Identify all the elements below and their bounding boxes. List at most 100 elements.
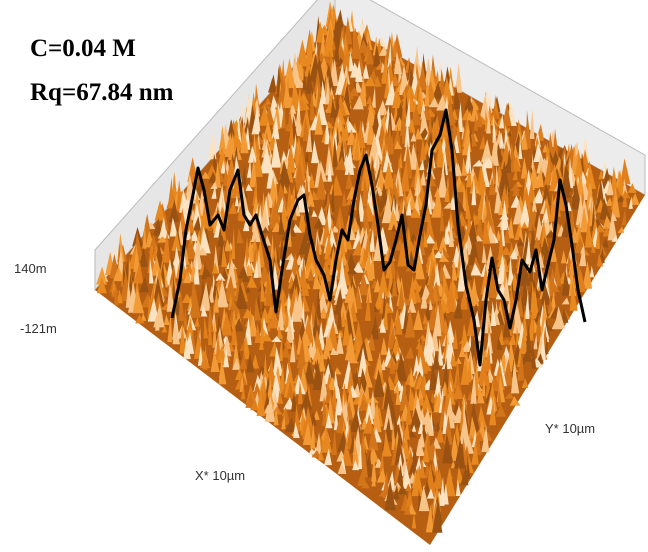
spike <box>269 197 281 229</box>
spike <box>357 346 369 377</box>
spike <box>552 257 562 287</box>
spike <box>550 245 558 262</box>
spike <box>373 75 382 87</box>
spike <box>232 340 241 368</box>
spike <box>271 406 283 415</box>
spike <box>461 156 468 176</box>
spike <box>426 488 435 499</box>
spike <box>342 440 353 466</box>
spike <box>508 333 516 345</box>
spike <box>596 253 604 267</box>
spike <box>230 324 238 346</box>
spike <box>502 315 511 338</box>
spike <box>436 167 448 198</box>
spike <box>315 287 322 320</box>
spike <box>353 130 360 161</box>
spike <box>355 60 363 82</box>
spike <box>191 202 203 230</box>
spike <box>308 172 316 189</box>
spike <box>96 266 107 285</box>
spike <box>277 325 284 339</box>
spike <box>185 237 197 260</box>
spike <box>324 120 331 145</box>
spike <box>237 265 248 279</box>
spike <box>389 179 401 207</box>
spike <box>263 352 268 382</box>
spike <box>280 408 291 425</box>
spike <box>179 322 186 354</box>
spike <box>404 308 416 338</box>
spike <box>212 318 217 348</box>
spike <box>387 105 393 137</box>
spike <box>201 171 211 179</box>
spike <box>389 355 396 374</box>
spike <box>344 332 356 361</box>
spike <box>395 388 401 405</box>
spike <box>330 116 343 144</box>
spike <box>556 189 567 211</box>
spike <box>281 102 286 129</box>
spike <box>405 346 414 359</box>
spike <box>414 284 422 303</box>
spike <box>245 286 251 293</box>
spike <box>611 234 618 242</box>
spike <box>246 158 252 178</box>
spike <box>420 462 426 479</box>
spike <box>275 182 288 211</box>
spike <box>193 255 200 285</box>
spike <box>561 297 570 305</box>
spike <box>478 356 490 386</box>
spike <box>364 292 371 321</box>
spike <box>338 301 349 321</box>
spike <box>397 484 408 495</box>
spike <box>392 86 403 108</box>
spike <box>241 165 247 185</box>
spike <box>302 116 310 142</box>
spike <box>617 226 625 233</box>
spike <box>544 230 556 239</box>
spike <box>322 394 327 426</box>
spike <box>472 303 481 318</box>
spike <box>319 349 325 372</box>
spike <box>490 301 497 327</box>
spike <box>497 385 502 407</box>
spike <box>499 131 504 149</box>
spike <box>446 384 456 405</box>
spike <box>210 350 220 372</box>
spike <box>315 170 327 200</box>
z-max-label: 140m <box>14 261 47 276</box>
spike <box>346 197 354 206</box>
spike <box>183 336 191 360</box>
spike <box>139 247 148 267</box>
spike <box>411 511 417 529</box>
spike <box>197 346 203 366</box>
spike <box>465 195 471 219</box>
spike <box>302 421 313 445</box>
spike <box>383 72 390 99</box>
spike <box>373 369 385 397</box>
spike <box>379 449 385 474</box>
spike <box>425 234 436 244</box>
spike <box>560 308 569 323</box>
spike <box>411 424 417 432</box>
spike <box>265 97 272 105</box>
spike <box>332 137 339 168</box>
spike <box>307 204 312 216</box>
spike <box>253 297 261 321</box>
spike <box>235 283 248 310</box>
spike <box>232 318 244 332</box>
spike <box>438 235 448 253</box>
spike <box>357 467 367 487</box>
spike <box>423 341 436 366</box>
spike <box>371 455 377 482</box>
spike <box>183 271 191 284</box>
spike <box>436 94 448 111</box>
spike <box>429 361 439 391</box>
spike <box>251 353 259 369</box>
spike <box>576 268 587 293</box>
spike <box>116 289 123 304</box>
spike <box>530 286 540 319</box>
spike <box>264 234 272 246</box>
spike <box>313 68 322 95</box>
spike <box>482 215 491 244</box>
